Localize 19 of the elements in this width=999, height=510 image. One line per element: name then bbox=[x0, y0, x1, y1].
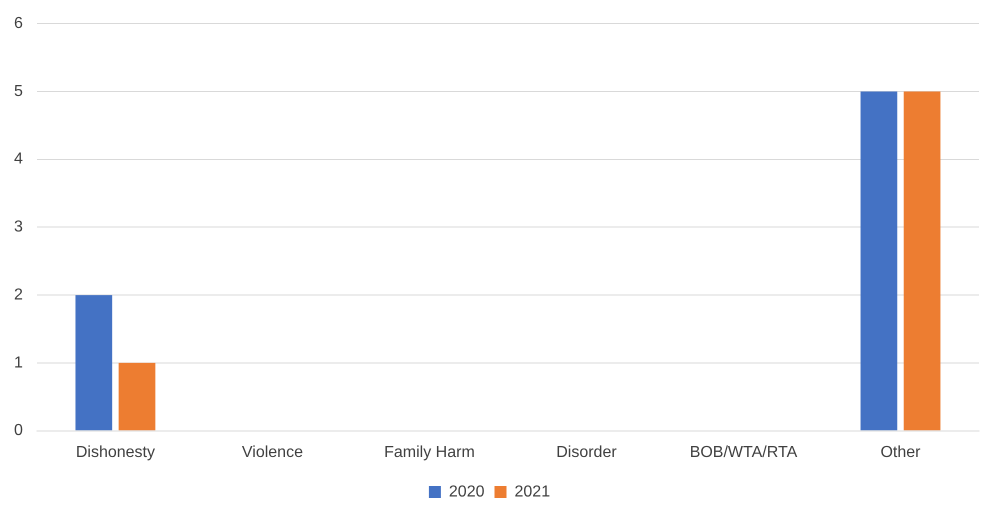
x-tick-label: BOB/WTA/RTA bbox=[690, 444, 798, 461]
x-tick-label: Other bbox=[880, 444, 922, 461]
y-tick-label: 6 bbox=[14, 15, 23, 32]
y-tick-label: 4 bbox=[14, 150, 23, 168]
x-tick-label: Violence bbox=[242, 444, 304, 461]
x-tick-label: Disorder bbox=[556, 444, 618, 461]
y-tick-label: 0 bbox=[14, 422, 23, 440]
legend-label: 2021 bbox=[514, 483, 550, 500]
y-tick-label: 1 bbox=[14, 354, 23, 372]
bar bbox=[118, 362, 156, 430]
x-tick-label: Family Harm bbox=[384, 444, 475, 461]
bar bbox=[904, 91, 940, 430]
y-tick-label: 3 bbox=[14, 218, 23, 236]
y-tick-label: 5 bbox=[14, 82, 23, 100]
legend-label: 2020 bbox=[448, 483, 485, 500]
bar bbox=[860, 91, 898, 430]
y-tick-label: 2 bbox=[14, 286, 23, 304]
x-tick-label: Dishonesty bbox=[76, 444, 155, 461]
bar bbox=[75, 295, 112, 430]
